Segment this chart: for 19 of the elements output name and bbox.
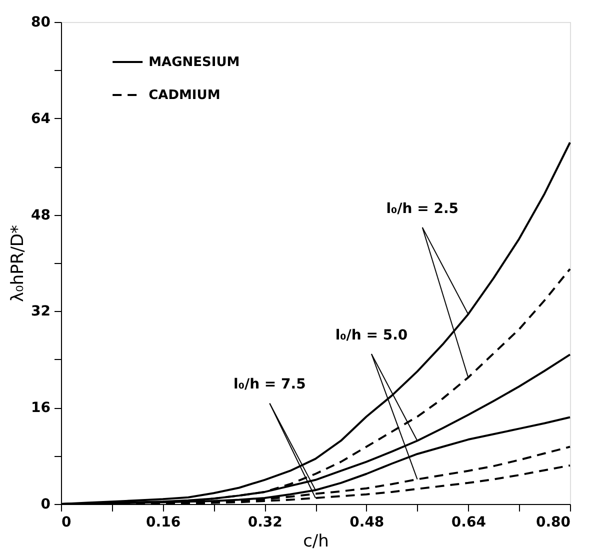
x-tick-label: 0.80 (536, 514, 571, 530)
annotation: l₀/h = 2.5 (386, 200, 459, 217)
annotation: l₀/h = 7.5 (234, 376, 306, 393)
x-tick-label: 0.32 (248, 514, 282, 530)
y-tick-label: 48 (31, 207, 50, 224)
x-axis-title: c/h (303, 532, 329, 552)
annotation: l₀/h = 5.0 (335, 327, 408, 344)
x-tick-label: 0 (62, 514, 72, 530)
legend-label: MAGNESIUM (148, 55, 240, 70)
y-tick-label: 80 (31, 14, 51, 30)
y-tick-label: 32 (31, 304, 50, 320)
x-tick-label: 0.16 (146, 514, 181, 530)
x-tick-label: 0.64 (451, 514, 486, 530)
y-axis-title: λ₀hPR/D* (8, 224, 28, 302)
y-tick-label: 16 (31, 400, 50, 416)
x-tick-label: 0.48 (350, 514, 384, 530)
legend-label: CADMIUM (148, 88, 220, 103)
y-tick-label: 64 (31, 110, 51, 127)
y-tick-label: 0 (40, 496, 51, 512)
